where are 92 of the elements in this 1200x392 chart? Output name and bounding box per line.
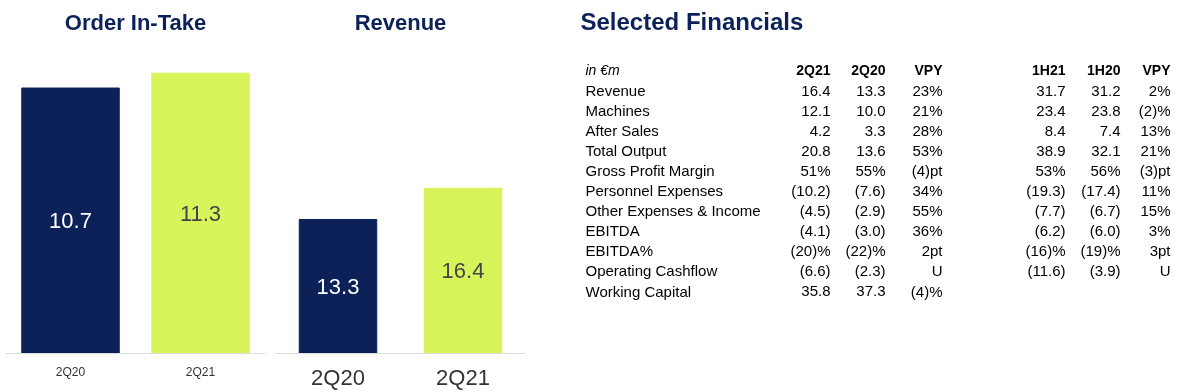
x-tick-label: 2Q20 xyxy=(311,364,365,390)
text: 31.2 xyxy=(1091,81,1121,99)
category-label: VPY xyxy=(914,61,944,78)
text: (3.0) xyxy=(854,222,886,240)
category-label: VPY xyxy=(1142,61,1172,78)
text: (6.6) xyxy=(799,262,831,280)
category-label: 2Q20 xyxy=(851,61,886,78)
category-label: in €m xyxy=(585,61,621,78)
text: 20.8 xyxy=(801,141,831,159)
text: Selected Financials xyxy=(580,7,804,35)
text: 34% xyxy=(912,182,943,200)
text: (2.3) xyxy=(854,262,886,280)
data-label: 11.3 xyxy=(179,200,222,226)
text: (19)% xyxy=(1080,242,1121,260)
text: (2)% xyxy=(1138,102,1171,120)
category-label: Gross Profit Margin xyxy=(585,162,715,180)
category-label: Total Output xyxy=(585,142,667,160)
category-label: Operating Cashflow xyxy=(585,262,718,280)
text: (19.3) xyxy=(1026,182,1066,200)
text: 7.4 xyxy=(1099,121,1121,139)
data-label: 16.4 xyxy=(441,258,485,284)
text: 56% xyxy=(1090,162,1121,180)
text: 21% xyxy=(1140,142,1171,160)
text: 16.4 xyxy=(801,81,831,99)
text: 10.0 xyxy=(856,101,886,119)
text: (16)% xyxy=(1025,242,1066,260)
text: (6.0) xyxy=(1089,222,1121,240)
text: (6.2) xyxy=(1034,222,1066,240)
text: 23% xyxy=(912,82,943,100)
text: U xyxy=(1159,262,1171,280)
text: (4.1) xyxy=(799,222,831,240)
text: (10.2) xyxy=(791,182,831,200)
category-label: 1H20 xyxy=(1087,61,1121,78)
text: 31.7 xyxy=(1036,81,1066,99)
text: 12.1 xyxy=(801,101,831,119)
text: 28% xyxy=(912,122,943,140)
category-label: Other Expenses & Income xyxy=(585,202,761,220)
text: 23.8 xyxy=(1091,101,1121,119)
text: 13% xyxy=(1140,122,1171,140)
data-label: 13.3 xyxy=(316,273,360,299)
text: (4.5) xyxy=(799,202,831,220)
text: 35.8 xyxy=(801,282,831,300)
text: (3)pt xyxy=(1139,162,1171,180)
chart-title: Revenue xyxy=(354,9,447,35)
text: 11% xyxy=(1141,182,1171,200)
text: 3% xyxy=(1148,222,1171,240)
text: 36% xyxy=(912,222,943,240)
text: (3.9) xyxy=(1089,262,1121,280)
text: (2.9) xyxy=(854,202,886,220)
text: 15% xyxy=(1140,202,1171,220)
text: 53% xyxy=(1035,162,1066,180)
category-label: 1H21 xyxy=(1032,61,1066,78)
text: (17.4) xyxy=(1081,182,1121,200)
text: 8.4 xyxy=(1044,121,1066,139)
text: 53% xyxy=(912,142,943,160)
x-tick-label: 2Q21 xyxy=(436,364,490,390)
text: (7.7) xyxy=(1034,202,1066,220)
text: 38.9 xyxy=(1036,141,1066,159)
category-label: Machines xyxy=(585,102,650,120)
text: 3pt xyxy=(1149,242,1171,260)
category-label: 2Q21 xyxy=(796,61,831,78)
category-label: EBITDA% xyxy=(585,242,654,260)
category-label: Personnel Expenses xyxy=(585,182,724,200)
text: U xyxy=(931,262,943,280)
category-label: EBITDA xyxy=(585,222,640,240)
text: 37.3 xyxy=(856,282,886,300)
chart-title: Order In-Take xyxy=(64,9,207,35)
text: (20)% xyxy=(790,242,831,260)
text: (6.7) xyxy=(1089,202,1121,220)
text: 55% xyxy=(912,202,943,220)
x-tick-label: 2Q20 xyxy=(55,364,86,379)
text: 13.6 xyxy=(856,141,886,159)
text: 4.2 xyxy=(809,121,831,139)
category-label: Revenue xyxy=(585,82,646,100)
x-tick-label: 2Q21 xyxy=(185,364,216,379)
text: 32.1 xyxy=(1091,141,1121,159)
text: (11.6) xyxy=(1027,262,1066,280)
text: 23.4 xyxy=(1036,101,1066,119)
text: (22)% xyxy=(845,242,886,260)
text: 13.3 xyxy=(856,81,886,99)
text: 21% xyxy=(912,102,943,120)
text: (4)pt xyxy=(911,162,943,180)
category-label: After Sales xyxy=(585,122,659,140)
text: 2% xyxy=(1148,82,1171,100)
text: 2pt xyxy=(921,242,943,260)
text: 3.3 xyxy=(864,121,886,139)
text: (7.6) xyxy=(854,182,886,200)
text: 55% xyxy=(855,162,886,180)
text: 51% xyxy=(800,162,831,180)
text: (4)% xyxy=(910,282,943,300)
data-label: 10.7 xyxy=(49,208,92,234)
category-label: Working Capital xyxy=(585,282,692,300)
